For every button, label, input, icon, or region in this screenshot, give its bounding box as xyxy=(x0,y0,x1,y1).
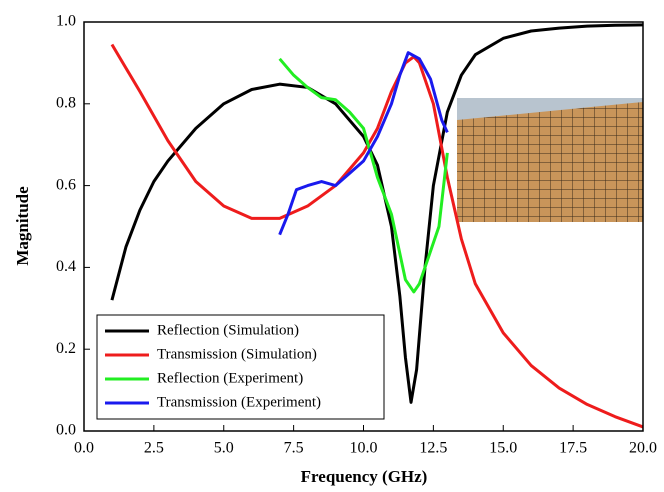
x-tick-label: 2.5 xyxy=(144,440,164,457)
y-tick-label: 0.2 xyxy=(56,340,76,357)
y-axis-title: Magnitude xyxy=(13,186,32,266)
legend-label: Reflection (Simulation) xyxy=(157,322,299,338)
y-tick-label: 0.6 xyxy=(56,176,76,193)
y-tick-label: 0.4 xyxy=(56,258,76,275)
y-tick-label: 0.8 xyxy=(56,94,76,111)
x-tick-label: 15.0 xyxy=(489,440,517,457)
x-tick-label: 20.0 xyxy=(629,440,657,457)
x-tick-label: 10.0 xyxy=(350,440,378,457)
plot-frame xyxy=(83,21,644,432)
legend-label: Transmission (Simulation) xyxy=(157,346,317,362)
x-tick-label: 12.5 xyxy=(419,440,447,457)
x-tick-label: 5.0 xyxy=(214,440,234,457)
x-tick-label: 17.5 xyxy=(559,440,587,457)
y-tick-label: 0.0 xyxy=(56,422,76,439)
y-tick-label: 1.0 xyxy=(56,13,76,30)
x-axis-title: Frequency (GHz) xyxy=(301,467,428,486)
series-line xyxy=(278,51,449,236)
legend-label: Transmission (Experiment) xyxy=(157,394,321,410)
series-line xyxy=(110,23,644,404)
x-tick-label: 0.0 xyxy=(74,440,94,457)
legend-label: Reflection (Experiment) xyxy=(157,370,303,386)
series-line xyxy=(278,57,449,294)
x-tick-label: 7.5 xyxy=(284,440,304,457)
inset-photo xyxy=(457,98,643,222)
